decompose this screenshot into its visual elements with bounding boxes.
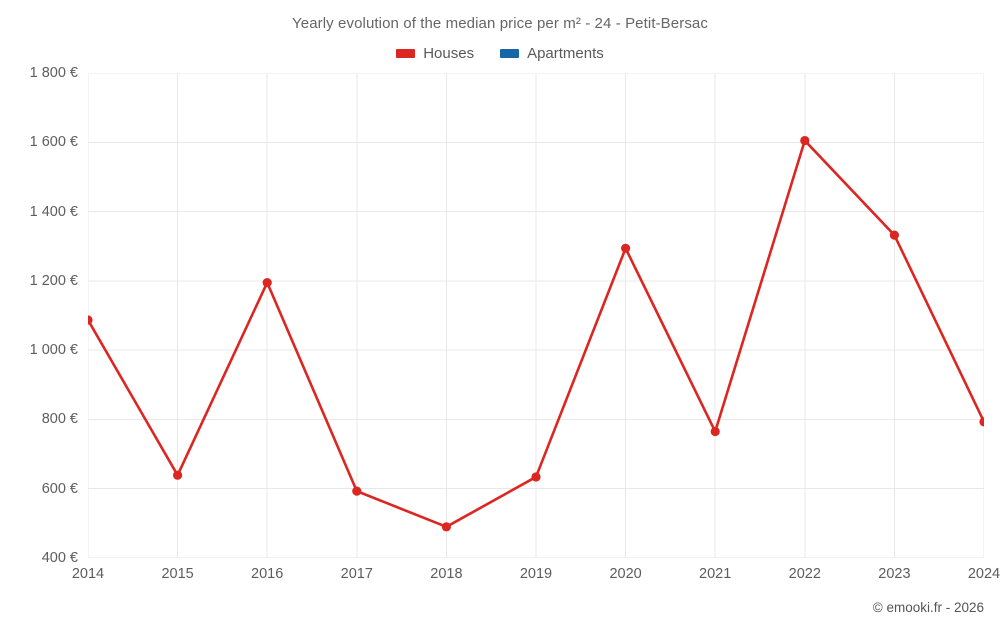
legend-swatch-apartments-icon <box>500 49 520 58</box>
data-point-houses[interactable] <box>352 486 362 496</box>
x-axis-tick-label: 2022 <box>788 566 821 582</box>
plot-area <box>88 73 984 558</box>
x-axis-tick-label: 2016 <box>251 566 284 582</box>
y-axis-tick-label: 600 € <box>41 480 78 497</box>
x-axis-tick-label: 2024 <box>967 566 1000 582</box>
y-axis-tick-label: 1 200 € <box>29 272 78 289</box>
data-point-houses[interactable] <box>889 230 900 240</box>
x-axis-tick-label: 2019 <box>519 566 553 582</box>
x-axis-tick-label: 2023 <box>878 566 911 582</box>
data-point-houses[interactable] <box>173 470 183 480</box>
y-axis-tick-label: 800 € <box>41 411 78 428</box>
data-point-houses[interactable] <box>531 472 541 482</box>
x-axis-tick-label: 2020 <box>609 566 642 582</box>
data-point-houses[interactable] <box>441 522 451 532</box>
y-axis-tick-label: 400 € <box>41 550 78 566</box>
chart-title: Yearly evolution of the median price per… <box>292 15 708 32</box>
chart-footer-credit: © emooki.fr - 2026 <box>872 600 984 615</box>
x-axis-tick-label: 2014 <box>71 566 105 582</box>
legend-item-apartments[interactable]: Apartments <box>500 45 604 62</box>
y-axis-tick-label: 1 600 € <box>29 134 78 151</box>
legend-swatch-houses-icon <box>396 49 416 58</box>
y-axis-labels: 400 € 600 € 800 € 1 000 € 1 200 € 1 400 € 1 60… <box>0 65 78 566</box>
x-axis-labels: 2014 2015 2016 2017 2018 2019 2020 2021 2022 2023… <box>72 566 1000 588</box>
x-axis-tick-label: 2018 <box>430 566 463 582</box>
x-axis-tick-label: 2021 <box>699 566 732 582</box>
data-point-houses[interactable] <box>800 135 810 146</box>
x-axis-tick-label: 2015 <box>161 566 194 582</box>
legend-item-houses[interactable]: Houses <box>396 45 474 62</box>
data-point-houses[interactable] <box>262 277 272 288</box>
x-axis-tick-label: 2017 <box>340 566 373 582</box>
data-point-houses[interactable] <box>88 315 93 325</box>
y-axis-tick-label: 1 800 € <box>29 65 78 81</box>
chart-plot-svg <box>88 73 984 558</box>
data-point-houses[interactable] <box>621 243 631 253</box>
legend-label-houses: Houses <box>423 45 475 62</box>
data-point-houses[interactable] <box>710 426 720 437</box>
chart-legend: Houses Apartments <box>0 45 1000 62</box>
y-axis-tick-label: 1 000 € <box>29 342 78 359</box>
data-point-houses[interactable] <box>979 417 984 427</box>
y-axis-tick-label: 1 400 € <box>29 203 78 220</box>
legend-label-apartments: Apartments <box>527 45 604 62</box>
